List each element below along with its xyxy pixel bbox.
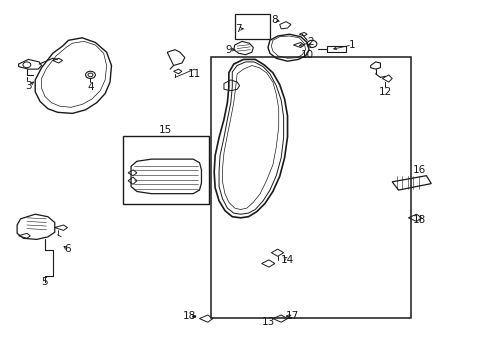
Text: 16: 16 <box>412 165 426 175</box>
Text: 13: 13 <box>261 317 274 327</box>
Text: 9: 9 <box>225 45 232 55</box>
Text: 11: 11 <box>187 69 201 79</box>
Text: 6: 6 <box>64 244 71 254</box>
Text: 12: 12 <box>378 87 391 97</box>
Text: 5: 5 <box>41 276 48 287</box>
Text: 8: 8 <box>271 15 278 25</box>
Text: 18: 18 <box>183 311 196 321</box>
Text: 18: 18 <box>412 215 426 225</box>
Text: 4: 4 <box>87 82 94 92</box>
Text: 1: 1 <box>348 40 355 50</box>
Text: 2: 2 <box>306 37 313 48</box>
Text: 3: 3 <box>25 81 32 91</box>
Text: 15: 15 <box>158 125 172 135</box>
Text: 7: 7 <box>235 24 242 34</box>
Text: 10: 10 <box>300 50 313 60</box>
Text: 14: 14 <box>280 255 294 265</box>
Text: 17: 17 <box>285 311 299 321</box>
